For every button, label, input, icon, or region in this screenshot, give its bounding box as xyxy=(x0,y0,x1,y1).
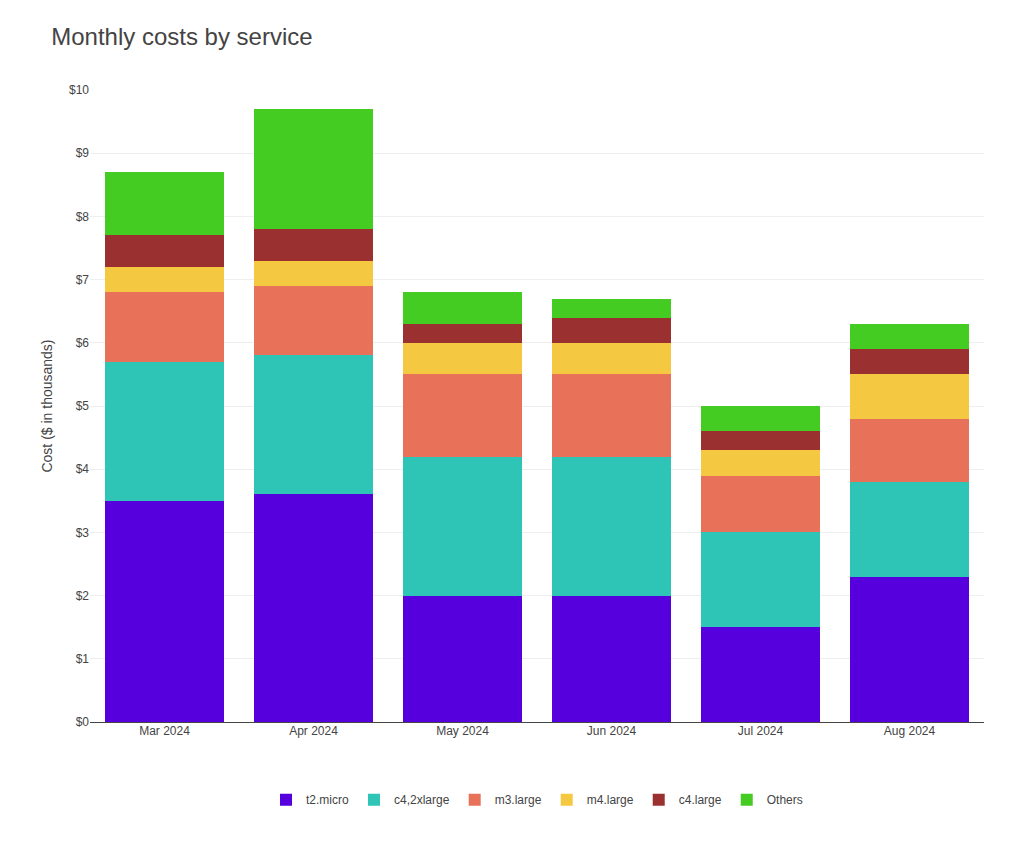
svg-text:Monthly costs by service: Monthly costs by service xyxy=(51,23,312,50)
svg-text:Apr 2024: Apr 2024 xyxy=(289,724,338,738)
svg-text:$0: $0 xyxy=(76,715,90,729)
svg-text:$9: $9 xyxy=(76,146,90,160)
svg-text:May 2024: May 2024 xyxy=(436,724,489,738)
svg-text:$2: $2 xyxy=(76,589,90,603)
svg-text:$8: $8 xyxy=(76,210,90,224)
svg-text:Jun 2024: Jun 2024 xyxy=(587,724,637,738)
svg-text:Aug 2024: Aug 2024 xyxy=(884,724,936,738)
svg-text:$6: $6 xyxy=(76,336,90,350)
svg-text:Others: Others xyxy=(767,793,803,807)
svg-text:$1: $1 xyxy=(76,652,90,666)
svg-text:t2.micro: t2.micro xyxy=(306,793,349,807)
svg-text:$7: $7 xyxy=(76,273,90,287)
svg-text:$4: $4 xyxy=(76,462,90,476)
svg-text:c4.large: c4.large xyxy=(679,793,722,807)
svg-text:Jul 2024: Jul 2024 xyxy=(738,724,784,738)
svg-text:m3.large: m3.large xyxy=(495,793,542,807)
svg-text:c4,2xlarge: c4,2xlarge xyxy=(394,793,450,807)
svg-text:Cost ($ in thousands): Cost ($ in thousands) xyxy=(39,339,55,472)
svg-text:Mar 2024: Mar 2024 xyxy=(139,724,190,738)
svg-text:$3: $3 xyxy=(76,526,90,540)
svg-text:$10: $10 xyxy=(69,83,89,97)
svg-text:$5: $5 xyxy=(76,399,90,413)
svg-text:m4.large: m4.large xyxy=(587,793,634,807)
